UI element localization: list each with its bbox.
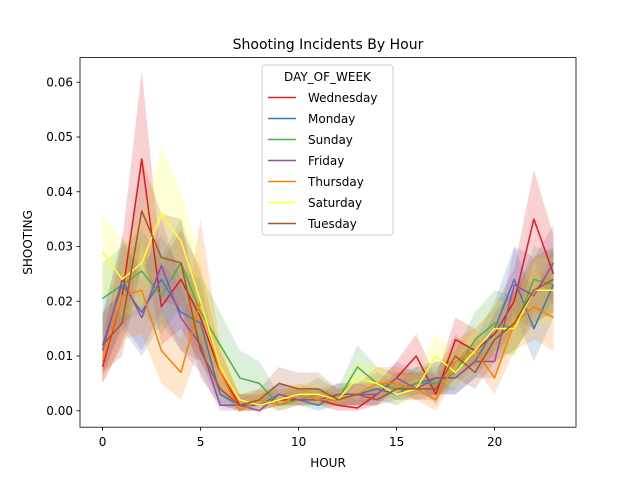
legend-label-saturday: Saturday xyxy=(308,196,362,210)
x-axis: 0 5 10 15 20 xyxy=(99,427,502,449)
chart-title: Shooting Incidents By Hour xyxy=(233,37,424,53)
series-line-thursday xyxy=(101,289,554,412)
legend-label-monday: Monday xyxy=(308,112,355,126)
legend-label-friday: Friday xyxy=(308,154,344,168)
x-tick-label: 20 xyxy=(487,435,502,449)
legend-label-tuesday: Tuesday xyxy=(307,217,357,231)
series-line-tuesday xyxy=(101,210,554,407)
y-tick-label: 0.03 xyxy=(46,240,73,254)
ci-band-tuesday xyxy=(102,158,554,411)
y-tick-label: 0.01 xyxy=(46,349,73,363)
ci-band-monday xyxy=(102,235,554,411)
legend-title: DAY_OF_WEEK xyxy=(284,70,372,84)
x-tick-label: 5 xyxy=(197,435,205,449)
x-tick-label: 0 xyxy=(99,435,107,449)
y-tick-label: 0.06 xyxy=(46,75,73,89)
y-axis-label: SHOOTING xyxy=(21,210,35,275)
x-axis-label: HOUR xyxy=(310,456,346,470)
y-tick-label: 0.04 xyxy=(46,185,73,199)
ci-band-sunday xyxy=(102,219,554,411)
y-axis: 0.00 0.01 0.02 0.03 0.04 0.05 0.06 xyxy=(46,75,80,418)
series-lines xyxy=(101,158,555,412)
legend-box xyxy=(261,64,394,236)
legend-label-thursday: Thursday xyxy=(307,175,364,189)
series-line-saturday xyxy=(101,212,554,407)
y-tick-label: 0.00 xyxy=(46,404,73,418)
y-tick-label: 0.05 xyxy=(46,130,73,144)
ci-band-thursday xyxy=(102,219,554,411)
legend-items: Wednesday Monday Sunday Friday Thursday Satur… xyxy=(268,91,377,231)
plot-frame xyxy=(79,57,577,428)
x-tick-label: 10 xyxy=(291,435,306,449)
ci-band-saturday xyxy=(102,147,554,411)
y-tick-label: 0.02 xyxy=(46,294,73,308)
legend: DAY_OF_WEEK Wednesday Monday Sunday Friday T… xyxy=(261,64,394,236)
ci-band-friday xyxy=(102,219,554,411)
confidence-bands xyxy=(102,71,554,411)
legend-label-wednesday: Wednesday xyxy=(308,91,377,105)
x-tick-label: 15 xyxy=(389,435,404,449)
legend-label-sunday: Sunday xyxy=(308,133,353,147)
